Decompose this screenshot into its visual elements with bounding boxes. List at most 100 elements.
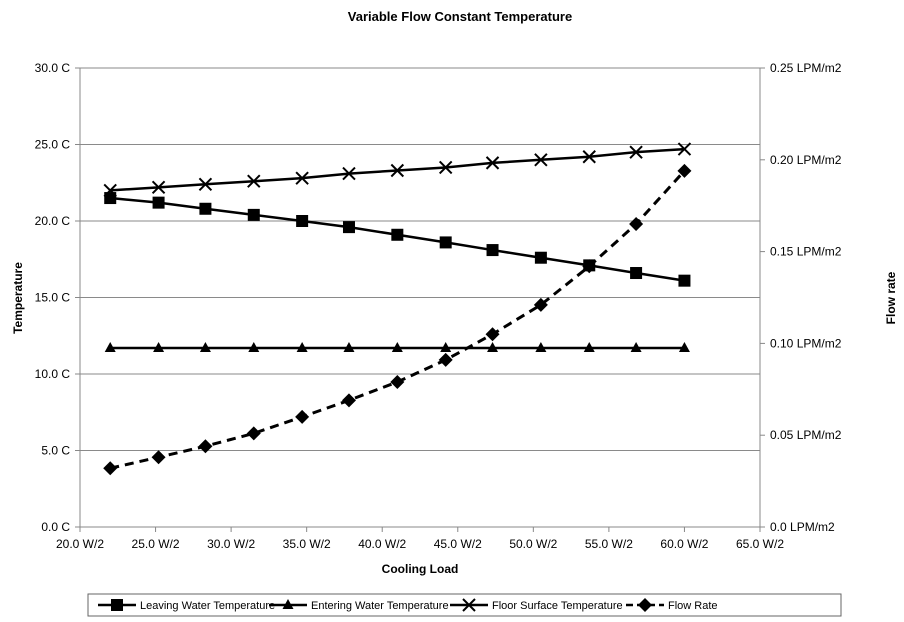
legend-entry-entering-water-temperature: Entering Water Temperature [269, 599, 449, 612]
data-point-flow-rate [198, 439, 213, 454]
x-tick-label: 60.0 W/2 [660, 537, 708, 551]
x-tick-label: 50.0 W/2 [509, 537, 557, 551]
series-floor-surface-temperature [103, 142, 692, 198]
data-point-floor-surface-temperature [342, 166, 356, 181]
data-point-entering-water-temperature [296, 341, 308, 352]
legend-label: Entering Water Temperature [311, 600, 449, 612]
data-point-leaving-water-temperature [104, 192, 117, 205]
y-tick-label: 5.0 C [41, 444, 70, 458]
data-point-entering-water-temperature [199, 341, 211, 352]
y-tick-label: 20.0 C [35, 214, 71, 228]
data-point-floor-surface-temperature [485, 156, 500, 170]
data-point-floor-surface-temperature [103, 183, 117, 198]
data-point-leaving-water-temperature [247, 208, 260, 221]
legend-entry-leaving-water-temperature: Leaving Water Temperature [98, 599, 275, 612]
y-tick-label: 30.0 C [35, 61, 71, 75]
x-tick-label: 25.0 W/2 [132, 537, 180, 551]
legend-marker [282, 599, 294, 609]
y2-tick-label: 0.10 LPM/m2 [770, 336, 842, 350]
data-point-floor-surface-temperature [629, 145, 643, 159]
data-point-entering-water-temperature [678, 341, 690, 352]
y-tick-label: 0.0 C [41, 520, 70, 534]
x-tick-label: 40.0 W/2 [358, 537, 406, 551]
y-tick-label: 10.0 C [35, 367, 71, 381]
data-point-entering-water-temperature [583, 341, 595, 352]
data-point-entering-water-temperature [153, 341, 165, 352]
data-point-floor-surface-temperature [390, 163, 405, 178]
legend-label: Floor Surface Temperature [492, 600, 623, 612]
data-point-leaving-water-temperature [342, 221, 355, 234]
legend-entry-floor-surface-temperature: Floor Surface Temperature [450, 598, 623, 612]
x-tick-label: 45.0 W/2 [434, 537, 482, 551]
data-point-entering-water-temperature [104, 341, 116, 352]
data-point-leaving-water-temperature [439, 236, 452, 249]
x-tick-label: 65.0 W/2 [736, 537, 784, 551]
data-point-floor-surface-temperature [438, 160, 453, 175]
legend-entry-flow-rate: Flow Rate [626, 598, 718, 612]
x-tick-label: 55.0 W/2 [585, 537, 633, 551]
series-layer [103, 142, 692, 476]
data-point-flow-rate [246, 426, 261, 441]
data-point-flow-rate [629, 217, 644, 232]
data-point-leaving-water-temperature [391, 228, 404, 241]
y2-tick-label: 0.25 LPM/m2 [770, 61, 842, 75]
series-line-flow-rate [109, 169, 686, 470]
data-point-flow-rate [341, 393, 356, 408]
data-point-leaving-water-temperature [199, 202, 212, 215]
data-point-entering-water-temperature [535, 341, 547, 352]
grid [80, 144, 760, 451]
legend-marker [638, 598, 652, 612]
data-point-flow-rate [533, 297, 548, 312]
x-tick-label: 30.0 W/2 [207, 537, 255, 551]
legend-label: Leaving Water Temperature [140, 600, 275, 612]
data-point-leaving-water-temperature [678, 274, 691, 287]
data-point-floor-surface-temperature [198, 177, 213, 191]
data-point-floor-surface-temperature [151, 180, 166, 195]
y2-tick-label: 0.15 LPM/m2 [770, 245, 842, 259]
data-point-entering-water-temperature [391, 341, 403, 352]
data-point-entering-water-temperature [440, 341, 452, 352]
data-point-entering-water-temperature [630, 341, 642, 352]
y2-tick-label: 0.20 LPM/m2 [770, 153, 842, 167]
chart-title: Variable Flow Constant Temperature [348, 9, 572, 24]
series-flow-rate [103, 163, 692, 476]
legend-marker [462, 598, 476, 612]
data-point-flow-rate [295, 409, 310, 424]
legend-box [87, 593, 842, 617]
y2-tick-label: 0.0 LPM/m2 [770, 520, 835, 534]
data-point-flow-rate [103, 461, 118, 476]
x-axis-label: Cooling Load [382, 562, 459, 576]
y2-axis-label: Flow rate [884, 271, 898, 324]
x-tick-label: 35.0 W/2 [283, 537, 331, 551]
series-entering-water-temperature [104, 341, 690, 352]
data-point-leaving-water-temperature [152, 196, 165, 209]
data-point-entering-water-temperature [248, 341, 260, 352]
y-tick-label: 25.0 C [35, 138, 71, 152]
y2-tick-label: 0.05 LPM/m2 [770, 428, 842, 442]
data-point-leaving-water-temperature [630, 267, 643, 280]
data-point-flow-rate [438, 352, 453, 367]
axes: 0.0 C 5.0 C 10.0 C 15.0 C 20.0 C 25.0 C 30.0 C… [35, 61, 842, 551]
data-point-floor-surface-temperature [534, 153, 548, 167]
legend-label: Flow Rate [668, 600, 718, 612]
data-point-floor-surface-temperature [295, 171, 309, 185]
data-point-leaving-water-temperature [296, 215, 309, 227]
legend: Leaving Water Temperature Entering Water … [98, 598, 718, 612]
data-point-floor-surface-temperature [677, 142, 692, 156]
y-tick-label: 15.0 C [35, 291, 71, 305]
y-axis-label: Temperature [11, 262, 25, 334]
data-point-leaving-water-temperature [486, 244, 499, 257]
data-point-flow-rate [582, 259, 597, 274]
data-point-flow-rate [677, 163, 692, 178]
data-point-flow-rate [390, 374, 405, 389]
data-point-entering-water-temperature [343, 341, 355, 352]
x-tick-label: 20.0 W/2 [56, 537, 104, 551]
data-point-floor-surface-temperature [582, 150, 596, 164]
series-leaving-water-temperature [104, 192, 691, 287]
data-point-entering-water-temperature [487, 341, 499, 352]
data-point-floor-surface-temperature [247, 174, 261, 188]
data-point-leaving-water-temperature [534, 251, 547, 264]
data-point-flow-rate [151, 450, 166, 465]
legend-marker [111, 599, 123, 611]
